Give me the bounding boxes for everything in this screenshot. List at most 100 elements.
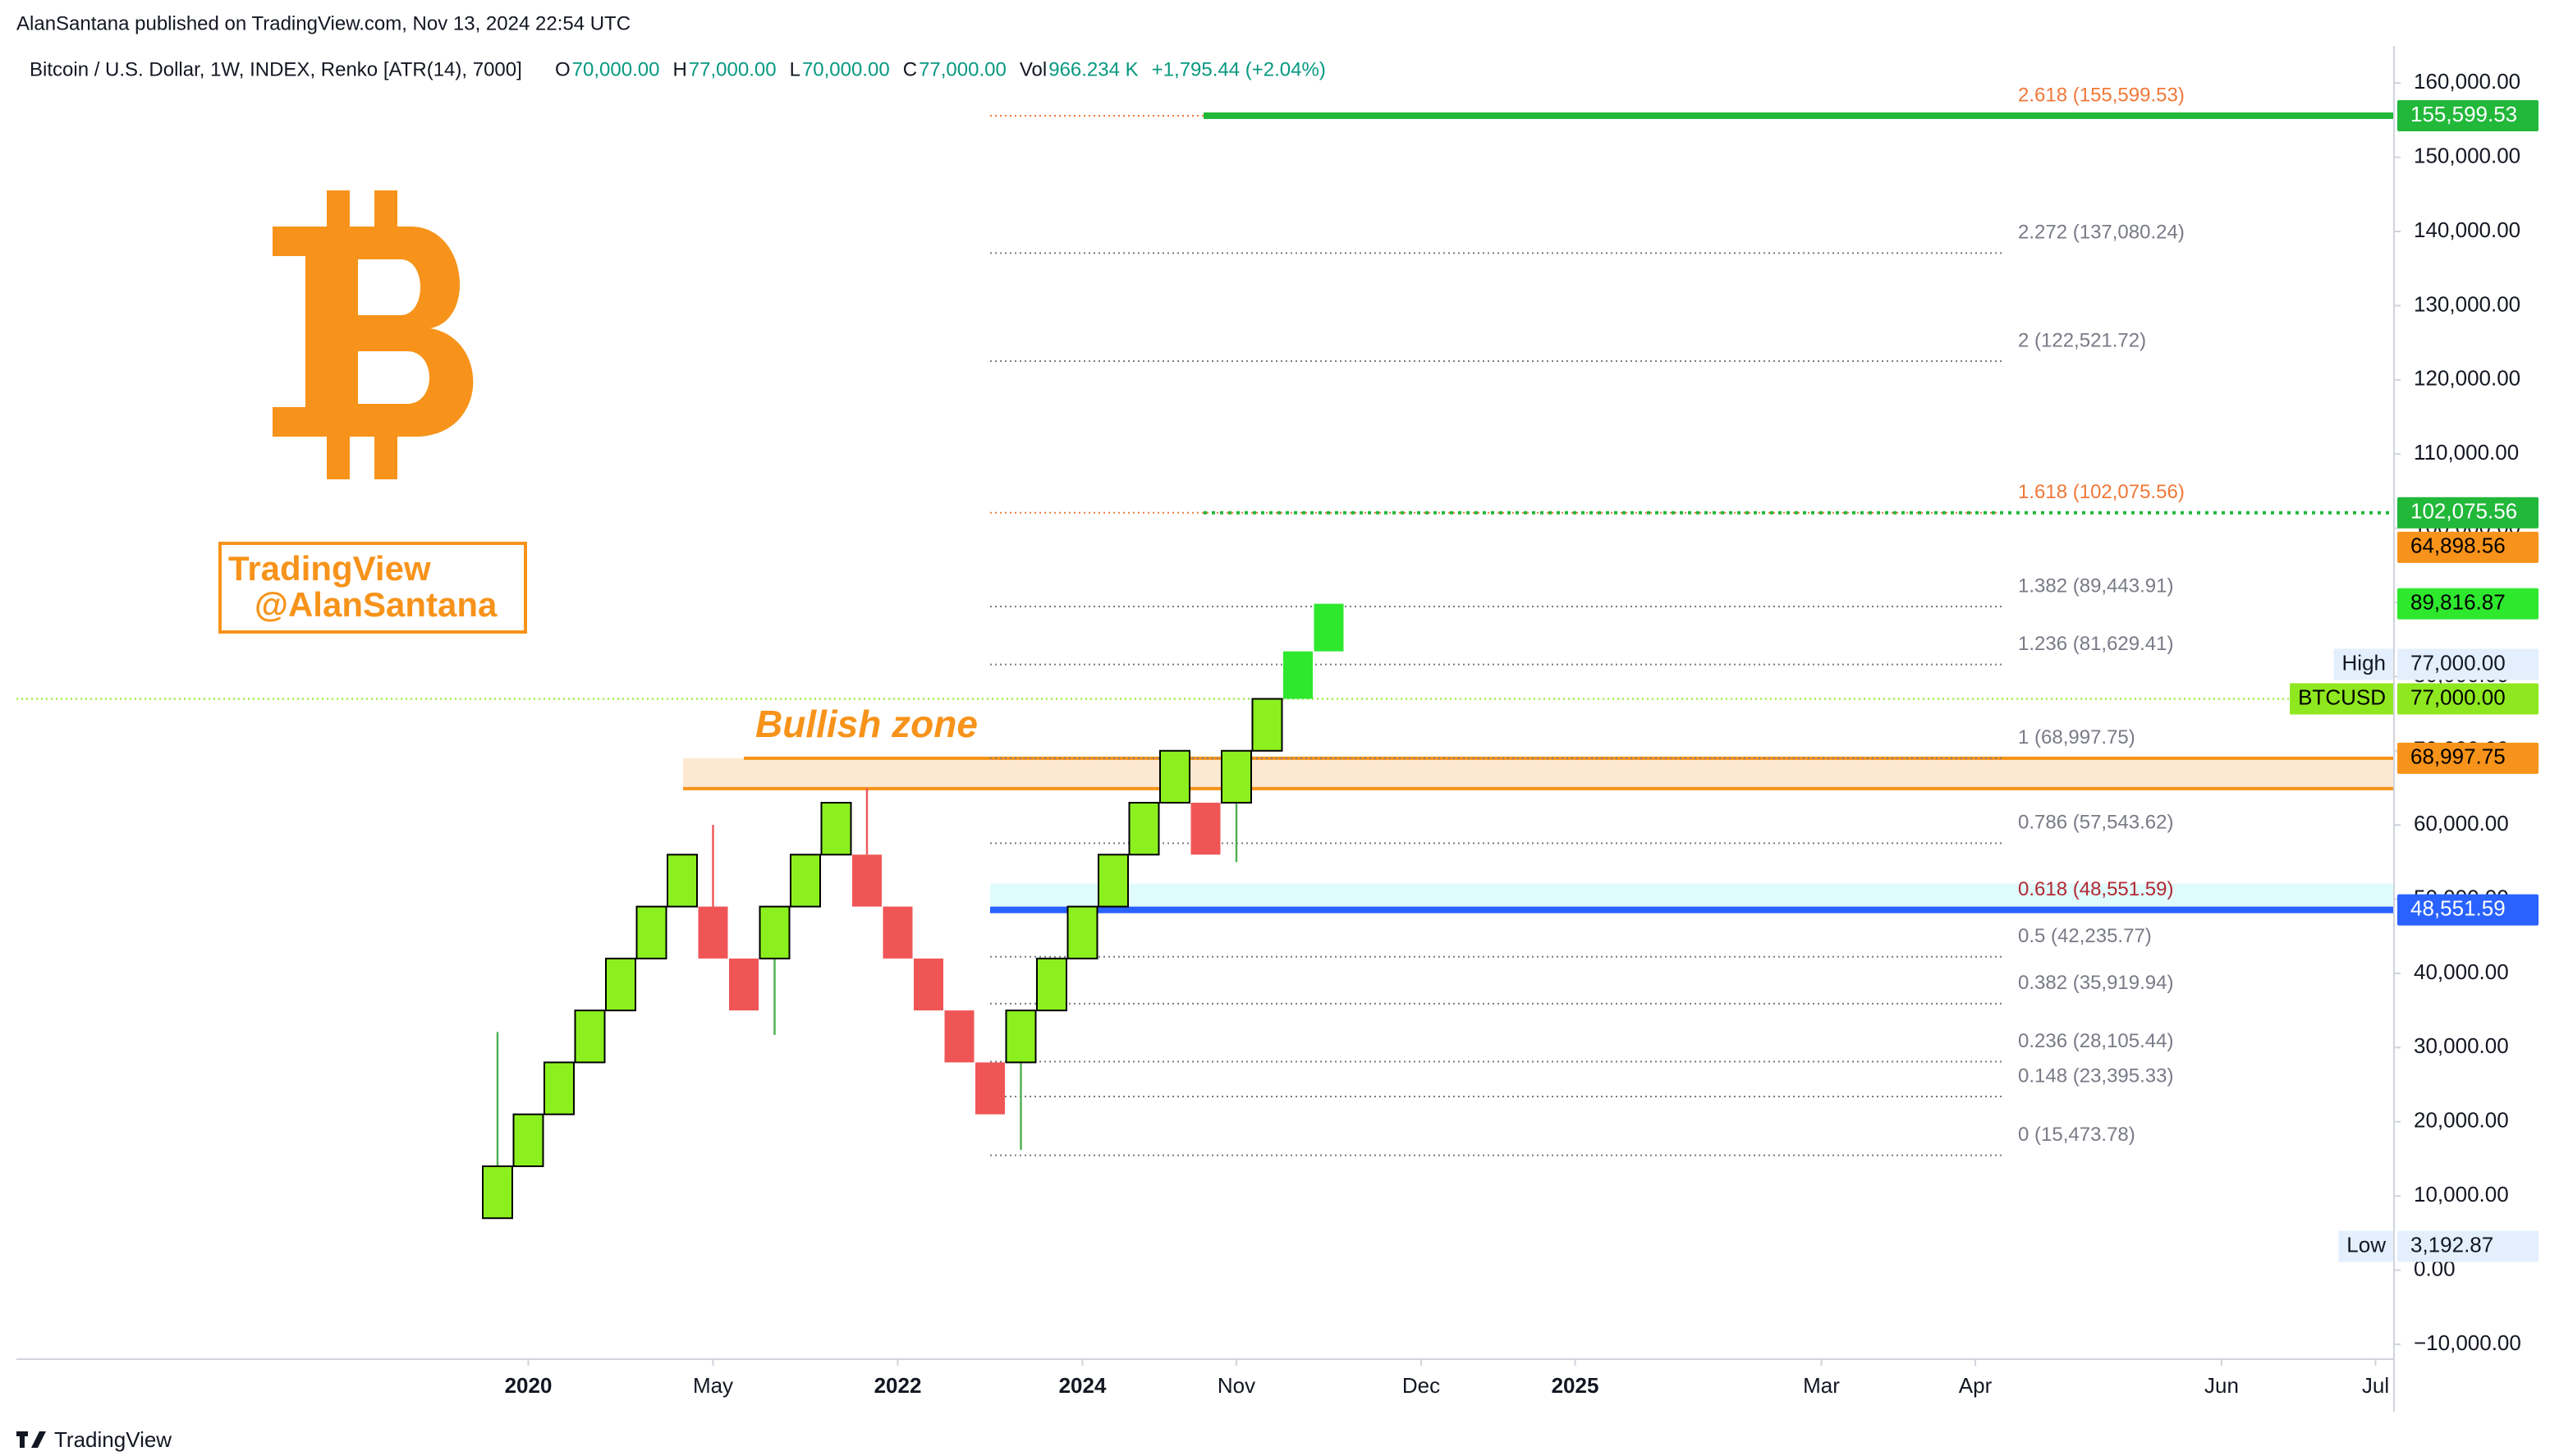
price-tag-name-box (2333, 648, 2394, 680)
renko-brick (759, 905, 791, 959)
renko-brick (1036, 957, 1067, 1012)
y-tick-label: 30,000.00 (2414, 1033, 2509, 1058)
renko-brick (635, 905, 667, 959)
renko-brick (1005, 1010, 1037, 1064)
renko-brick (1190, 803, 1221, 855)
ohlc-key: Vol (1020, 58, 1047, 80)
ohlc-value: 77,000.00 (919, 58, 1007, 80)
renko-brick (574, 1010, 606, 1064)
renko-brick (729, 958, 759, 1011)
fib-label: 0.382 (35,919.94) (2018, 972, 2173, 994)
brand-box (218, 542, 527, 634)
symbol-legend: Bitcoin / U.S. Dollar, 1W, INDEX, Renko … (30, 58, 522, 80)
price-tag-name-box (2338, 1230, 2394, 1262)
fib-label: 2 (122,521.72) (2018, 329, 2146, 351)
y-tick-label: 120,000.00 (2414, 366, 2520, 391)
plot: O 70,000.00 H 77,000.00 L 70,000.00 C 77,000.00… (16, 58, 2539, 1398)
change: +1,795.44 (+2.04%) (1152, 58, 1326, 80)
x-tick-label: Jul (2362, 1373, 2389, 1398)
renko-brick (1314, 603, 1344, 652)
price-tag (2397, 531, 2539, 563)
y-tick-label: 160,000.00 (2414, 69, 2520, 94)
x-tick-label: 2022 (874, 1373, 922, 1398)
support-band (990, 883, 2394, 910)
renko-brick (605, 957, 636, 1012)
ohlc-key: L (790, 58, 800, 80)
renko-brick (975, 1062, 1005, 1115)
price-tag (2397, 1230, 2539, 1262)
ohlc-key: C (903, 58, 917, 80)
renko-brick (944, 1010, 975, 1063)
x-tick-label: May (693, 1373, 733, 1398)
price-tag-label: 77,000.00 (2410, 685, 2506, 709)
brand-text: TradingView (228, 549, 431, 588)
renko-brick (1221, 749, 1252, 804)
y-tick-label: 40,000.00 (2414, 959, 2509, 984)
renko-brick (667, 854, 698, 908)
price-tag-name-box (2290, 683, 2394, 715)
price-tag-label: 68,997.75 (2410, 744, 2506, 769)
brand-text: @AlanSantana (255, 585, 498, 624)
renko-brick (1283, 651, 1313, 699)
fib-label: 1.618 (102,075.56) (2018, 481, 2185, 503)
price-tag (2397, 742, 2539, 774)
x-tick-label: Jun (2204, 1373, 2239, 1398)
footer-brand: TradingView (54, 1427, 172, 1452)
renko-brick (1159, 749, 1190, 804)
y-tick-label: 20,000.00 (2414, 1108, 2509, 1133)
zone-label: Bullish zone (755, 703, 978, 745)
bitcoin-logo (273, 190, 474, 479)
x-tick-label: Dec (1402, 1373, 1440, 1398)
fib-label: 1.236 (81,629.41) (2018, 633, 2173, 655)
x-tick-label: 2020 (505, 1373, 553, 1398)
ohlc-value: 77,000.00 (689, 58, 777, 80)
price-tag (2397, 648, 2539, 680)
renko-brick (914, 958, 943, 1011)
fib-label: 0.5 (42,235.77) (2018, 925, 2152, 947)
footer-logo (16, 1431, 46, 1448)
price-tag-name: Low (2346, 1233, 2386, 1257)
published-note: AlanSantana published on TradingView.com… (16, 12, 631, 34)
fib-label: 1.382 (89,443.91) (2018, 575, 2173, 597)
renko-brick (482, 1165, 513, 1220)
renko-brick (698, 906, 728, 959)
fib-label: 0.236 (28,105.44) (2018, 1030, 2173, 1052)
x-tick-label: Apr (1959, 1373, 1993, 1398)
price-tag-label: 102,075.56 (2410, 499, 2517, 524)
fib-label: 1 (68,997.75) (2018, 726, 2135, 749)
fib-label: 0 (15,473.78) (2018, 1124, 2135, 1146)
x-tick-label: Mar (1803, 1373, 1840, 1398)
price-tag-label: 155,599.53 (2410, 102, 2517, 126)
x-tick-label: Nov (1218, 1373, 1255, 1398)
fib-label: 2.272 (137,080.24) (2018, 222, 2185, 244)
price-tag-name: High (2342, 650, 2386, 675)
ohlc-key: H (672, 58, 686, 80)
price-tag-label: 48,551.59 (2410, 896, 2506, 921)
renko-brick (543, 1061, 575, 1115)
renko-brick (852, 854, 882, 907)
fib-label: 0.618 (48,551.59) (2018, 878, 2173, 900)
price-tag-label: 89,816.87 (2410, 589, 2506, 614)
price-tag-label: 3,192.87 (2410, 1233, 2493, 1257)
y-tick-label: −10,000.00 (2414, 1330, 2521, 1355)
renko-brick (820, 802, 852, 856)
renko-brick (512, 1113, 544, 1167)
price-tag-name: BTCUSD (2298, 685, 2386, 709)
ohlc-key: O (555, 58, 571, 80)
renko-brick (1251, 698, 1283, 752)
renko-brick (1128, 802, 1160, 856)
price-tag (2397, 588, 2539, 620)
renko-brick (1098, 854, 1129, 908)
ohlc-value: 70,000.00 (802, 58, 890, 80)
fib-label: 2.618 (155,599.53) (2018, 84, 2185, 106)
renko-brick (790, 854, 821, 908)
price-tag (2397, 683, 2539, 715)
x-tick-label: 2024 (1059, 1373, 1107, 1398)
price-tag (2397, 99, 2539, 131)
renko-brick (883, 906, 913, 959)
ohlc-value: 966.234 K (1048, 58, 1138, 80)
bullish-zone (683, 758, 2394, 789)
price-tag-label: 77,000.00 (2410, 650, 2506, 675)
